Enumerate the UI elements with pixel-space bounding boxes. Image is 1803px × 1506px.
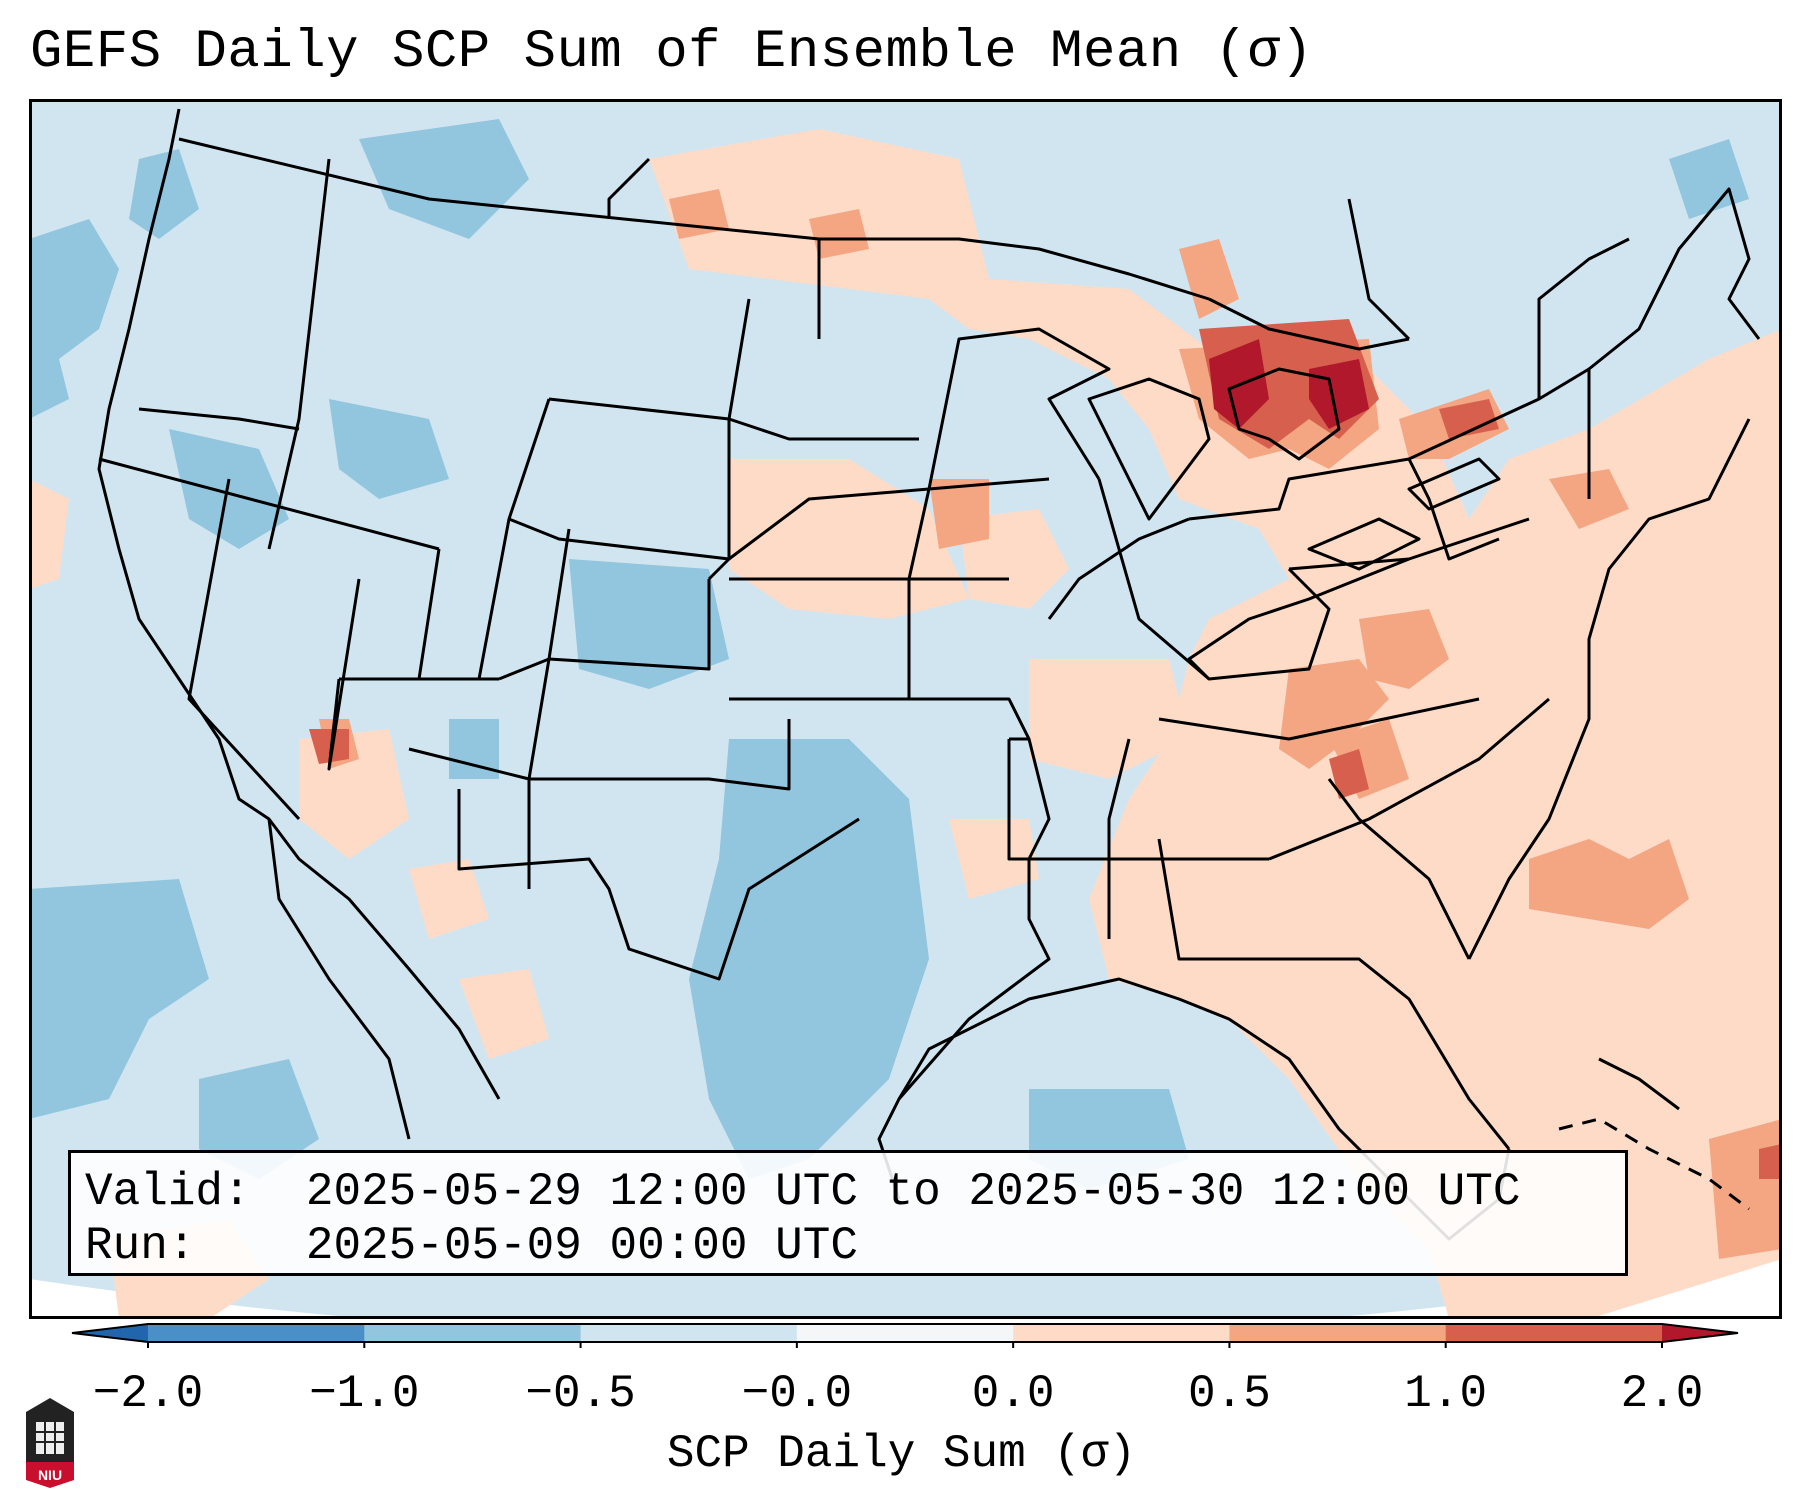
colorbar-tick-label: 0.0 bbox=[971, 1368, 1055, 1420]
map-title: GEFS Daily SCP Sum of Ensemble Mean (σ) bbox=[30, 22, 1314, 83]
colorbar-bin bbox=[1013, 1324, 1230, 1342]
colorbar-tick-label: −1.0 bbox=[309, 1368, 420, 1420]
valid-value: 2025-05-29 12:00 UTC to 2025-05-30 12:00… bbox=[305, 1166, 1521, 1218]
colorbar-bin bbox=[364, 1324, 582, 1342]
map-frame bbox=[29, 99, 1782, 1319]
run-value: 2025-05-09 00:00 UTC bbox=[305, 1220, 858, 1272]
scp-map bbox=[29, 99, 1782, 1319]
colorbar-bin bbox=[580, 1324, 798, 1342]
colorbar-bin bbox=[148, 1324, 365, 1342]
colorbar-tick-label: −2.0 bbox=[92, 1368, 204, 1420]
run-line: Run: 2025-05-09 00:00 UTC bbox=[85, 1219, 1625, 1273]
colorbar-tick-label: 2.0 bbox=[1620, 1368, 1704, 1420]
colorbar-tick-label: 1.0 bbox=[1404, 1368, 1488, 1420]
valid-line: Valid: 2025-05-29 12:00 UTC to 2025-05-3… bbox=[85, 1165, 1625, 1219]
run-label: Run: bbox=[85, 1220, 196, 1272]
niu-logo: NIU bbox=[26, 1398, 74, 1488]
valid-run-info-box: Valid: 2025-05-29 12:00 UTC to 2025-05-3… bbox=[68, 1150, 1628, 1276]
colorbar-extend-low bbox=[72, 1324, 148, 1342]
colorbar-bin bbox=[796, 1324, 1014, 1342]
state-borders bbox=[97, 108, 1761, 1241]
colorbar bbox=[71, 1323, 1739, 1348]
negative-anomaly-areas bbox=[29, 119, 1749, 1189]
colorbar-tick-label: −0.5 bbox=[525, 1368, 636, 1420]
colorbar-extend-high bbox=[1662, 1324, 1738, 1342]
colorbar-tick-label: 0.5 bbox=[1188, 1368, 1271, 1420]
colorbar-tick-label: −0.0 bbox=[741, 1368, 853, 1420]
logo-text: NIU bbox=[38, 1467, 62, 1483]
colorbar-bin bbox=[1229, 1324, 1447, 1342]
colorbar-bin bbox=[1445, 1324, 1663, 1342]
colorbar-label: SCP Daily Sum (σ) bbox=[666, 1428, 1137, 1480]
valid-label: Valid: bbox=[85, 1166, 251, 1218]
